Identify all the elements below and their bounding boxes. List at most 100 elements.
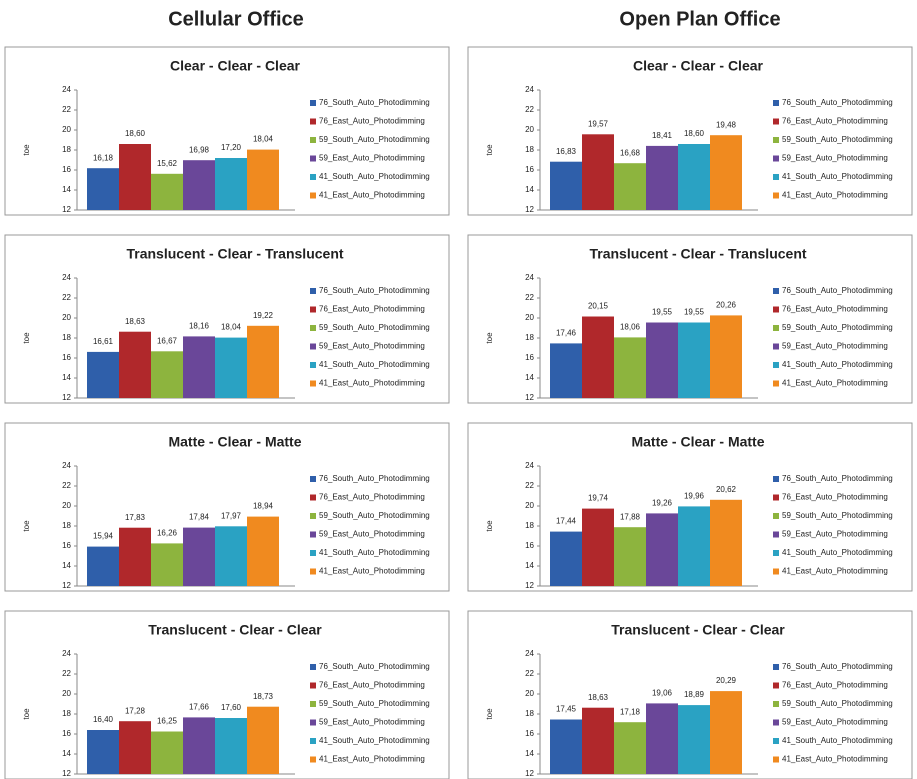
y-tick-label: 18 bbox=[525, 145, 534, 154]
legend-swatch bbox=[773, 531, 779, 538]
value-label: 19,26 bbox=[652, 499, 673, 508]
y-tick-label: 18 bbox=[525, 333, 534, 342]
bar bbox=[119, 721, 151, 774]
legend-swatch bbox=[773, 306, 779, 313]
value-label: 16,61 bbox=[93, 337, 114, 346]
value-label: 17,84 bbox=[189, 513, 210, 522]
bar bbox=[646, 513, 678, 586]
legend-label: 59_South_Auto_Photodimming bbox=[782, 511, 893, 520]
value-label: 17,44 bbox=[556, 517, 577, 526]
value-label: 16,18 bbox=[93, 153, 114, 162]
bar bbox=[678, 705, 710, 774]
legend-label: 76_East_Auto_Photodimming bbox=[782, 681, 888, 690]
y-tick-label: 14 bbox=[525, 749, 534, 758]
chart-title: Translucent - Clear - Translucent bbox=[126, 246, 343, 262]
legend-swatch bbox=[773, 362, 779, 368]
value-label: 16,98 bbox=[189, 145, 210, 154]
legend-label: 41_East_Auto_Photodimming bbox=[319, 567, 425, 576]
y-tick-label: 12 bbox=[62, 205, 71, 214]
value-label: 20,15 bbox=[588, 302, 609, 311]
value-label: 16,68 bbox=[620, 148, 641, 157]
bar bbox=[183, 160, 215, 210]
value-label: 17,18 bbox=[620, 707, 641, 716]
legend-label: 41_East_Auto_Photodimming bbox=[319, 191, 425, 200]
legend-swatch bbox=[773, 174, 779, 180]
value-label: 17,97 bbox=[221, 511, 242, 520]
bar bbox=[550, 719, 582, 774]
chart-title: Translucent - Clear - Clear bbox=[148, 622, 322, 638]
bar bbox=[151, 731, 183, 774]
value-label: 17,28 bbox=[125, 706, 146, 715]
legend-label: 41_East_Auto_Photodimming bbox=[319, 379, 425, 388]
legend-label: 76_East_Auto_Photodimming bbox=[319, 681, 425, 690]
bar bbox=[247, 149, 279, 210]
y-tick-label: 14 bbox=[62, 749, 71, 758]
legend-label: 59_East_Auto_Photodimming bbox=[319, 718, 425, 727]
y-tick-label: 12 bbox=[62, 769, 71, 778]
legend-swatch bbox=[310, 550, 316, 556]
value-label: 17,45 bbox=[556, 705, 577, 714]
y-tick-label: 24 bbox=[525, 273, 534, 282]
legend-label: 76_South_Auto_Photodimming bbox=[782, 474, 893, 483]
y-tick-label: 12 bbox=[62, 393, 71, 402]
bar bbox=[646, 703, 678, 774]
value-label: 19,96 bbox=[684, 492, 705, 501]
bar bbox=[550, 161, 582, 210]
value-label: 19,06 bbox=[652, 689, 673, 698]
bar bbox=[678, 144, 710, 210]
legend-swatch bbox=[310, 137, 316, 143]
chart-title: Clear - Clear - Clear bbox=[170, 58, 300, 74]
legend-label: 41_South_Auto_Photodimming bbox=[782, 736, 893, 745]
y-tick-label: 16 bbox=[525, 353, 534, 362]
bar bbox=[183, 717, 215, 774]
value-label: 18,63 bbox=[588, 693, 609, 702]
legend-swatch bbox=[773, 701, 779, 707]
legend-swatch bbox=[310, 174, 316, 180]
legend-label: 76_South_Auto_Photodimming bbox=[319, 286, 430, 295]
column-title: Open Plan Office bbox=[619, 8, 780, 30]
bar bbox=[614, 722, 646, 774]
legend-swatch bbox=[773, 288, 779, 294]
bar bbox=[678, 506, 710, 586]
y-tick-label: 14 bbox=[62, 561, 71, 570]
legend-swatch bbox=[773, 550, 779, 556]
legend-label: 59_South_Auto_Photodimming bbox=[782, 323, 893, 332]
chart-title: Matte - Clear - Matte bbox=[631, 434, 764, 450]
value-label: 20,26 bbox=[716, 301, 737, 310]
y-tick-label: 22 bbox=[525, 105, 534, 114]
bar bbox=[87, 730, 119, 774]
bar bbox=[550, 531, 582, 586]
chart-title: Matte - Clear - Matte bbox=[168, 434, 301, 450]
y-tick-label: 24 bbox=[525, 85, 534, 94]
legend-swatch bbox=[773, 568, 779, 575]
bar bbox=[87, 168, 119, 210]
legend-swatch bbox=[310, 155, 316, 162]
bar bbox=[614, 527, 646, 586]
value-label: 17,46 bbox=[556, 329, 577, 338]
legend-label: 76_South_Auto_Photodimming bbox=[782, 98, 893, 107]
legend-swatch bbox=[310, 118, 316, 125]
y-tick-label: 22 bbox=[62, 293, 71, 302]
bar bbox=[582, 707, 614, 774]
legend-label: 59_East_Auto_Photodimming bbox=[782, 530, 888, 539]
legend-swatch bbox=[310, 664, 316, 670]
bar bbox=[151, 351, 183, 398]
legend-swatch bbox=[310, 701, 316, 707]
value-label: 19,74 bbox=[588, 494, 609, 503]
legend-label: 76_East_Auto_Photodimming bbox=[782, 117, 888, 126]
y-tick-label: 20 bbox=[62, 501, 71, 510]
value-label: 19,22 bbox=[253, 311, 274, 320]
value-label: 17,88 bbox=[620, 512, 641, 521]
legend-label: 76_East_Auto_Photodimming bbox=[319, 493, 425, 502]
value-label: 20,62 bbox=[716, 485, 737, 494]
legend-swatch bbox=[773, 155, 779, 162]
bar bbox=[582, 134, 614, 210]
y-tick-label: 22 bbox=[525, 293, 534, 302]
legend-swatch bbox=[773, 494, 779, 501]
legend-label: 41_East_Auto_Photodimming bbox=[319, 755, 425, 764]
y-axis-label: toe bbox=[22, 144, 31, 156]
legend-swatch bbox=[310, 738, 316, 744]
bar bbox=[119, 331, 151, 398]
